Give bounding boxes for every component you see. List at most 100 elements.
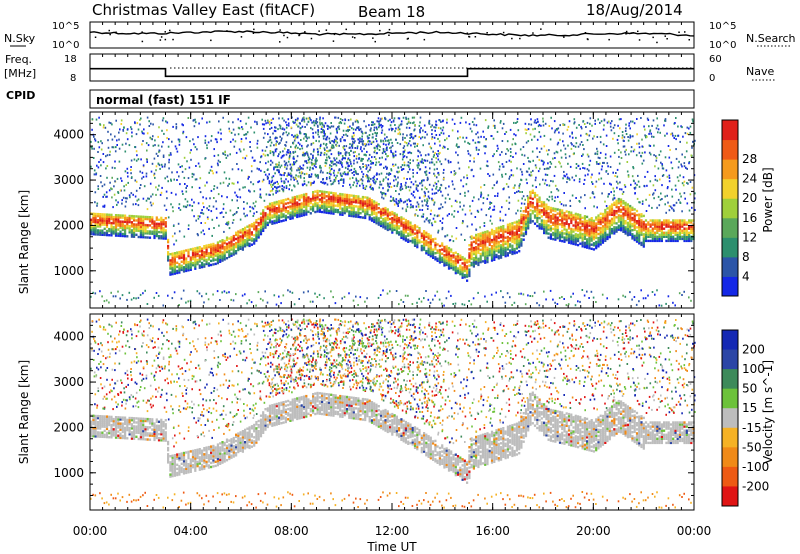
power-cell — [488, 239, 491, 242]
power-cell — [574, 145, 577, 148]
power-cell — [291, 212, 294, 216]
power-cell — [500, 236, 503, 239]
power-cell — [293, 210, 296, 213]
power-cell — [348, 200, 351, 203]
power-cell — [282, 215, 285, 218]
power-cell — [438, 133, 441, 136]
power-cell — [139, 184, 142, 186]
power-cell — [425, 218, 428, 221]
power-cell — [574, 218, 577, 222]
power-cell — [455, 144, 458, 147]
power-cell — [244, 245, 247, 248]
power-cell — [137, 229, 140, 232]
power-cell — [565, 204, 567, 207]
power-cell — [389, 211, 392, 214]
power-cell — [305, 117, 308, 120]
power-cell — [186, 200, 189, 203]
power-cell — [416, 233, 419, 237]
power-cell — [427, 247, 430, 250]
power-cell — [496, 144, 499, 147]
power-cell — [269, 128, 271, 130]
power-cell — [538, 198, 541, 201]
power-cell — [237, 230, 240, 233]
power-cell — [262, 217, 265, 220]
power-cell — [572, 216, 575, 219]
power-cell — [483, 136, 485, 139]
power-cell — [289, 152, 292, 155]
power-cell — [506, 244, 509, 247]
power-cell — [253, 223, 256, 227]
power-cell — [314, 210, 317, 214]
power-cell — [460, 233, 463, 236]
power-cell — [237, 181, 239, 184]
power-cell — [187, 250, 190, 254]
power-cell — [504, 248, 507, 252]
power-cell — [547, 236, 550, 239]
power-cell — [545, 298, 547, 301]
power-cell — [419, 151, 421, 154]
power-cell — [557, 141, 560, 144]
power-cell — [157, 144, 160, 147]
power-cell — [336, 137, 338, 140]
power-cell — [500, 250, 503, 253]
power-cell — [128, 216, 131, 220]
power-cell — [266, 221, 269, 225]
power-cell — [383, 133, 386, 136]
power-cell — [501, 173, 503, 176]
power-cell — [332, 198, 335, 201]
power-cell — [219, 244, 222, 247]
power-cell — [466, 273, 469, 276]
power-cell — [101, 213, 104, 216]
power-cell — [98, 116, 100, 119]
power-cell — [293, 202, 296, 205]
power-cell — [466, 275, 469, 278]
power-cell — [341, 158, 343, 161]
power-cell — [543, 225, 546, 229]
power-cell — [393, 117, 396, 120]
power-cell — [108, 217, 111, 221]
power-cell — [452, 252, 455, 255]
power-cell — [475, 133, 477, 136]
power-cell — [182, 132, 184, 135]
power-cell — [312, 195, 315, 198]
power-cell — [128, 229, 131, 232]
power-cell — [272, 193, 274, 196]
power-cell — [94, 191, 97, 194]
power-cell — [346, 162, 348, 165]
power-cell — [490, 135, 493, 137]
power-cell — [320, 151, 323, 154]
power-cell — [473, 196, 475, 199]
power-cell — [404, 237, 407, 240]
power-cell — [384, 217, 387, 220]
power-cell — [377, 296, 380, 299]
power-cell — [207, 245, 210, 249]
power-cell — [398, 216, 401, 220]
power-cell — [92, 291, 94, 294]
power-cell — [357, 197, 360, 200]
power-cell — [235, 245, 238, 249]
power-cell — [119, 224, 122, 227]
power-cell — [581, 224, 584, 228]
power-cell — [135, 227, 138, 230]
power-cell — [182, 205, 185, 208]
power-cell — [248, 236, 251, 239]
noise-dot — [486, 32, 488, 34]
power-cell — [282, 205, 285, 208]
power-cell — [488, 251, 491, 255]
power-cell — [267, 154, 269, 157]
power-cell — [205, 252, 208, 255]
power-cell — [572, 214, 575, 217]
power-cell — [399, 153, 402, 156]
power-cell — [296, 215, 299, 219]
power-cell — [575, 174, 577, 177]
power-cell — [488, 243, 491, 247]
power-cell — [221, 195, 223, 198]
power-cell — [416, 164, 419, 167]
power-cell — [392, 156, 395, 159]
power-cell — [266, 207, 269, 210]
power-cell — [334, 180, 336, 183]
power-cell — [447, 148, 449, 150]
power-cell — [112, 206, 114, 209]
power-cell — [232, 243, 235, 246]
power-cell — [329, 171, 331, 173]
